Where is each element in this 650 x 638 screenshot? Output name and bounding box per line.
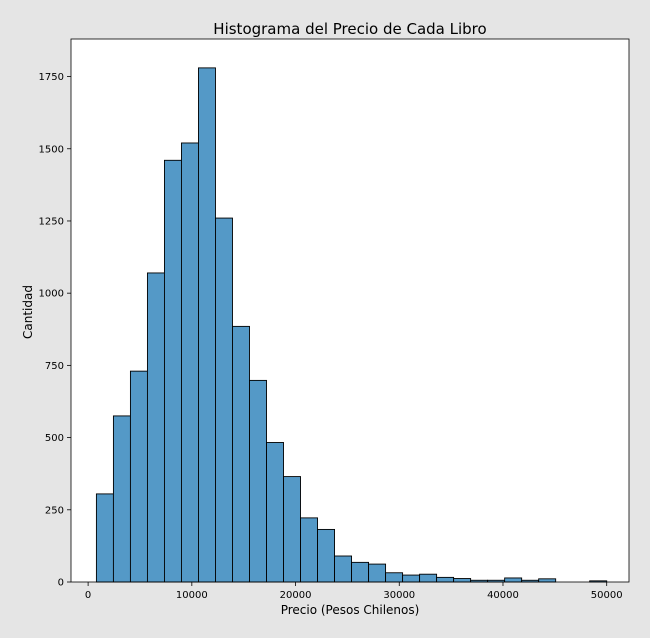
histogram-bar xyxy=(198,67,216,583)
histogram-bar xyxy=(351,561,370,583)
x-tick-label: 30000 xyxy=(383,590,415,601)
x-axis-title: Precio (Pesos Chilenos) xyxy=(281,603,420,617)
histogram-bar xyxy=(181,142,199,583)
chart-title: Histograma del Precio de Cada Libro xyxy=(213,20,486,38)
x-tick-label: 50000 xyxy=(591,590,623,601)
histogram-bar xyxy=(419,573,438,583)
y-tick-label: 1250 xyxy=(39,216,64,227)
y-axis-ticks: 0 250 500 750 1000 1250 1500 1750 xyxy=(39,72,71,589)
histogram-bar xyxy=(266,442,284,583)
plot-frame xyxy=(70,38,630,583)
histogram-bar xyxy=(334,555,353,583)
y-tick-label: 500 xyxy=(45,433,64,444)
histogram-bar xyxy=(146,272,165,583)
histogram-bar xyxy=(283,476,301,583)
histogram-bar xyxy=(317,528,335,583)
histogram-bar xyxy=(129,370,148,583)
histogram-bar xyxy=(249,379,267,583)
histogram-bar xyxy=(368,563,387,583)
histogram-bar xyxy=(95,493,114,583)
bars-group xyxy=(95,67,608,583)
x-tick-label: 40000 xyxy=(487,590,519,601)
y-tick-label: 250 xyxy=(45,505,64,516)
y-tick-label: 1500 xyxy=(39,144,64,155)
histogram-bar xyxy=(402,574,421,583)
x-tick-label: 0 xyxy=(85,590,91,601)
x-tick-label: 10000 xyxy=(176,590,208,601)
histogram-bar xyxy=(436,576,455,583)
histogram-bar xyxy=(385,572,404,583)
histogram-bar xyxy=(538,578,557,583)
y-tick-label: 0 xyxy=(58,578,64,589)
x-tick-label: 20000 xyxy=(280,590,312,601)
histogram-bar xyxy=(232,325,250,583)
y-axis-title: Cantidad xyxy=(21,285,35,339)
y-tick-label: 1000 xyxy=(39,289,64,300)
y-tick-label: 750 xyxy=(45,361,64,372)
histogram-bar xyxy=(163,159,182,583)
histogram-bar xyxy=(504,577,523,583)
histogram-bar xyxy=(112,415,131,583)
histogram-bar xyxy=(300,517,318,583)
x-axis-ticks: 0 10000 20000 30000 40000 50000 xyxy=(85,582,623,601)
y-tick-label: 1750 xyxy=(39,72,64,83)
histogram-bar xyxy=(453,578,472,583)
histogram-bar xyxy=(215,217,233,583)
